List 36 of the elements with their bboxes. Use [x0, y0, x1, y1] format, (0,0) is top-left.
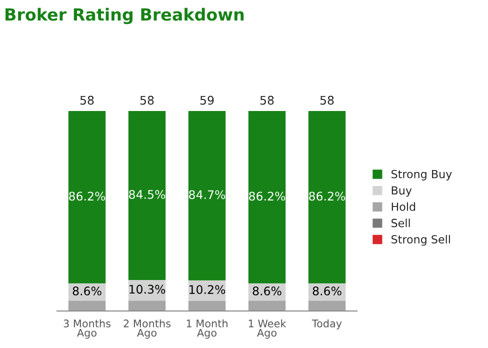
bar: [188, 111, 226, 280]
annotation: 58: [320, 96, 334, 105]
data-label: 8.6%: [72, 286, 102, 296]
data-label: 86.2%: [249, 192, 286, 201]
x-tick-label: 1 Month Ago: [186, 319, 228, 339]
bar: [128, 300, 166, 311]
x-tick-label: 3 Months Ago: [64, 319, 110, 339]
data-label: 10.3%: [130, 284, 166, 294]
bar: [68, 111, 106, 284]
data-label: 86.2%: [69, 192, 106, 201]
x-tick-label: 1 Week Ago: [248, 319, 286, 339]
bar: [248, 111, 286, 284]
data-label: 86.2%: [309, 192, 346, 201]
legend-label: Strong Buy: [392, 170, 452, 180]
annotation: 58: [140, 96, 154, 105]
legend-label: Buy: [392, 186, 412, 197]
bar: [308, 111, 346, 284]
bar: [308, 300, 346, 311]
legend-label: Sell: [392, 218, 410, 228]
chart-title: Broker Rating Breakdown: [6, 8, 244, 24]
annotation: 58: [260, 96, 274, 105]
bar: [248, 300, 286, 311]
legend-label: Hold: [392, 202, 416, 211]
bar: [188, 300, 226, 311]
bar: [68, 300, 106, 311]
data-label: 84.7%: [189, 190, 226, 200]
data-label: 8.6%: [312, 286, 342, 296]
data-label: 10.2%: [190, 285, 226, 294]
bar: [128, 111, 166, 280]
data-label: 8.6%: [252, 286, 282, 296]
annotation: 58: [80, 96, 94, 105]
legend-label: Strong Sell: [392, 234, 450, 246]
x-tick-label: 2 Months Ago: [124, 319, 170, 339]
x-tick-label: Today: [312, 319, 342, 330]
annotation: 59: [200, 96, 214, 105]
data-label: 84.5%: [129, 190, 166, 199]
